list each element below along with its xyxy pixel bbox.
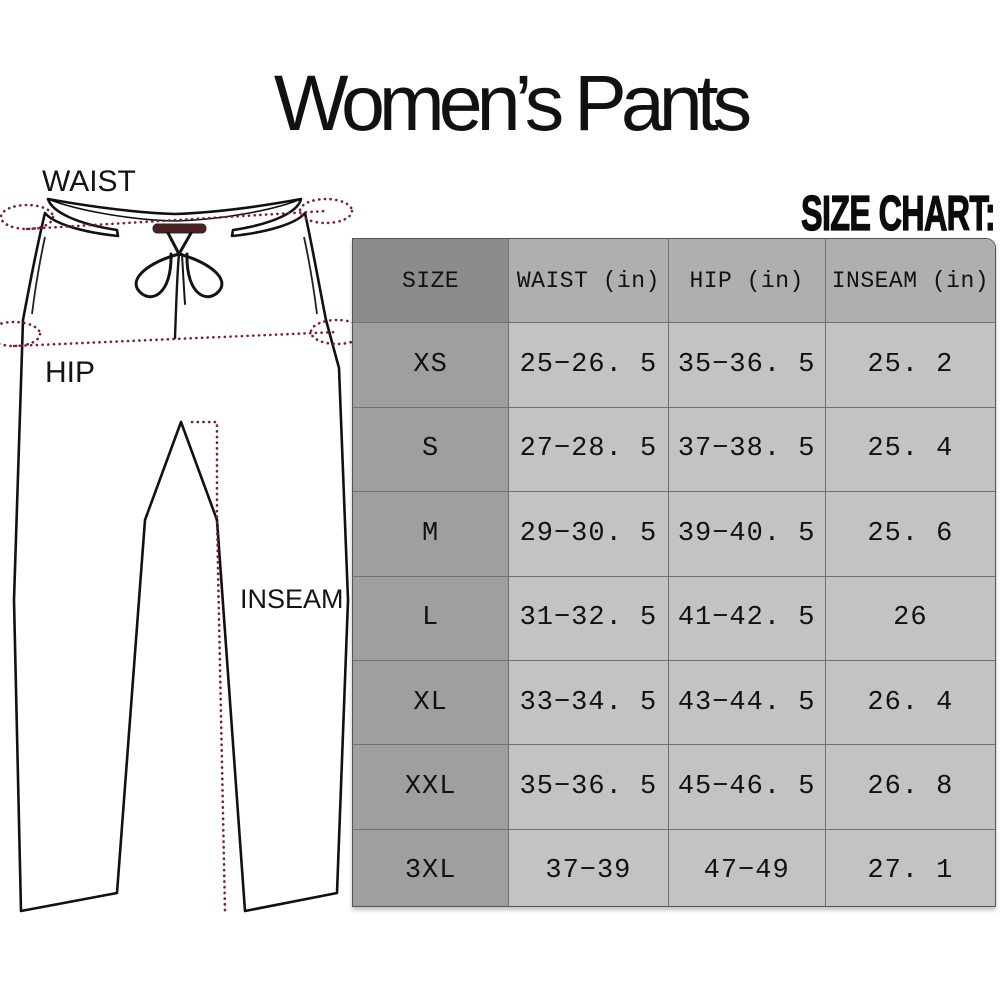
svg-text:INSEAM: INSEAM [240,584,344,614]
svg-text:WAIST: WAIST [42,165,136,198]
svg-text:HIP: HIP [45,356,95,389]
